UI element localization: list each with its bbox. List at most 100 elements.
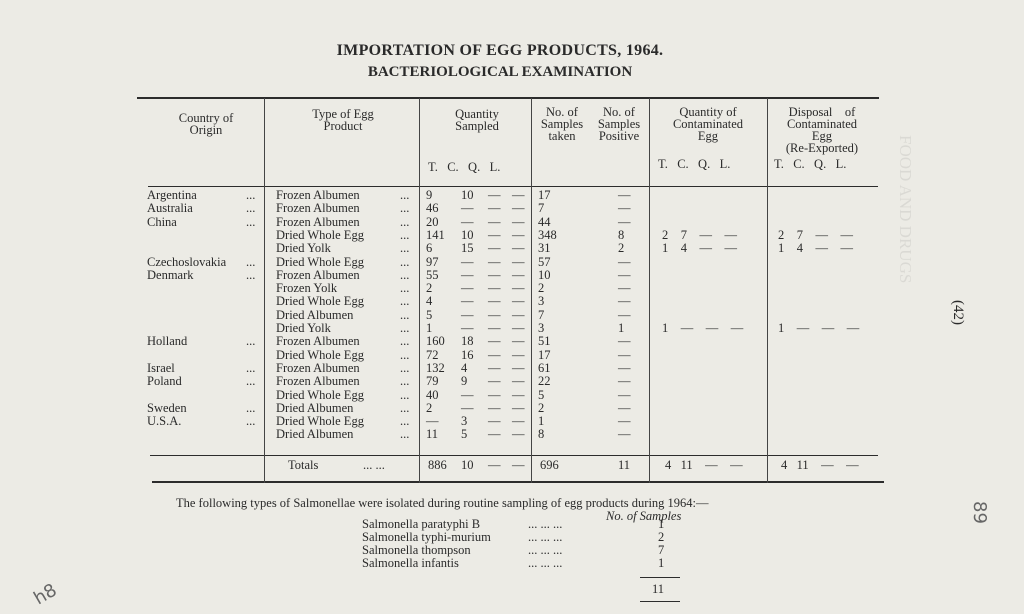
row-product: Dried Whole Egg	[276, 227, 364, 242]
row-l: —	[512, 334, 525, 349]
row-samples-positive: —	[618, 267, 631, 282]
row-samples-positive: 2	[618, 241, 625, 256]
row-samples-positive: —	[618, 400, 631, 415]
totals-taken: 696	[540, 458, 559, 472]
row-q: —	[488, 427, 501, 442]
units-disposal: T. C. Q. L.	[774, 157, 847, 171]
row-c: 3	[461, 414, 468, 429]
table-bottom-rule	[152, 481, 884, 483]
row-contaminated: 1 — — —	[662, 321, 744, 335]
salmonella-count: 1	[658, 517, 665, 531]
totals-t: 886	[428, 458, 447, 472]
units-quantity: T. C. Q. L.	[428, 160, 501, 174]
totals-disposal: 4 11 — —	[781, 458, 859, 472]
row-c: 9	[461, 374, 468, 389]
leader-dots: ...	[400, 414, 410, 429]
row-samples-taken: 2	[538, 400, 545, 415]
leader-dots: ...	[400, 321, 410, 335]
row-l: —	[512, 427, 525, 442]
row-c: —	[461, 254, 474, 269]
row-q: —	[488, 281, 501, 296]
row-c: 15	[461, 241, 474, 256]
samples-header: No. of Samples	[606, 509, 682, 523]
column-divider	[419, 98, 420, 483]
leader-dots: ...	[400, 334, 410, 349]
row-q: —	[488, 347, 501, 362]
table-top-rule	[137, 97, 879, 99]
row-l: —	[512, 241, 525, 256]
row-t: 40	[426, 387, 439, 402]
row-product: Frozen Albumen	[276, 374, 360, 389]
row-samples-positive: —	[618, 347, 631, 362]
row-samples-taken: 61	[538, 360, 551, 375]
totals-positive: 11	[618, 458, 631, 472]
row-country: Holland	[147, 334, 188, 349]
leader-dots: ...	[400, 254, 410, 269]
leader-dots: ...	[246, 334, 256, 349]
row-c: 16	[461, 347, 474, 362]
row-t: 72	[426, 347, 439, 362]
leader-dots: ...	[400, 400, 410, 415]
leader-dots: ...	[400, 201, 410, 216]
salmonella-name: Salmonella thompson	[362, 543, 471, 557]
row-c: —	[461, 281, 474, 296]
row-samples-taken: 1	[538, 414, 545, 429]
row-q: —	[488, 307, 501, 322]
row-samples-taken: 348	[538, 227, 557, 242]
column-divider	[767, 98, 768, 483]
row-c: —	[461, 387, 474, 402]
row-q: —	[488, 267, 501, 282]
row-t: 20	[426, 214, 439, 229]
row-samples-positive: —	[618, 254, 631, 269]
row-l: —	[512, 307, 525, 322]
row-c: 10	[461, 188, 474, 202]
salmonella-count: 7	[658, 543, 665, 557]
row-q: —	[488, 227, 501, 242]
row-samples-positive: 1	[618, 321, 625, 335]
row-q: —	[488, 387, 501, 402]
salmonella-count: 2	[658, 530, 665, 544]
header-bottom-rule	[148, 186, 878, 187]
row-q: —	[488, 374, 501, 389]
row-l: —	[512, 227, 525, 242]
row-samples-positive: —	[618, 307, 631, 322]
row-samples-taken: 7	[538, 307, 545, 322]
row-contaminated: 2 7 — —	[662, 227, 737, 242]
row-samples-taken: 10	[538, 267, 551, 282]
column-divider	[531, 98, 532, 483]
row-country: China	[147, 214, 177, 229]
leader-dots: ...	[400, 307, 410, 322]
row-samples-positive: —	[618, 214, 631, 229]
row-t: 79	[426, 374, 439, 389]
row-q: —	[488, 188, 501, 202]
leader-dots: ...	[246, 254, 256, 269]
row-l: —	[512, 201, 525, 216]
row-disposal: 2 7 — —	[778, 227, 853, 242]
row-c: —	[461, 267, 474, 282]
row-l: —	[512, 214, 525, 229]
row-samples-taken: 51	[538, 334, 551, 349]
leader-dots: ...	[246, 360, 256, 375]
leader-dots: ...	[400, 294, 410, 309]
row-samples-positive: —	[618, 201, 631, 216]
sum-rule	[640, 577, 680, 578]
row-country: Sweden	[147, 400, 187, 415]
row-samples-taken: 7	[538, 201, 545, 216]
row-samples-taken: 2	[538, 281, 545, 296]
row-q: —	[488, 241, 501, 256]
row-product: Frozen Albumen	[276, 267, 360, 282]
row-t: 55	[426, 267, 439, 282]
leader-dots: ...	[400, 267, 410, 282]
row-l: —	[512, 281, 525, 296]
row-samples-taken: 44	[538, 214, 551, 229]
pencil-mark: 89	[968, 501, 990, 524]
salmonella-count: 1	[658, 556, 665, 570]
row-product: Dried Whole Egg	[276, 414, 364, 429]
row-product: Frozen Albumen	[276, 214, 360, 229]
leader-dots: ...	[246, 214, 256, 229]
salmonella-name: Salmonella paratyphi B	[362, 517, 481, 531]
leader-dots: ... ... ...	[528, 543, 563, 557]
row-q: —	[488, 201, 501, 216]
row-samples-taken: 22	[538, 374, 551, 389]
row-samples-taken: 8	[538, 427, 545, 442]
